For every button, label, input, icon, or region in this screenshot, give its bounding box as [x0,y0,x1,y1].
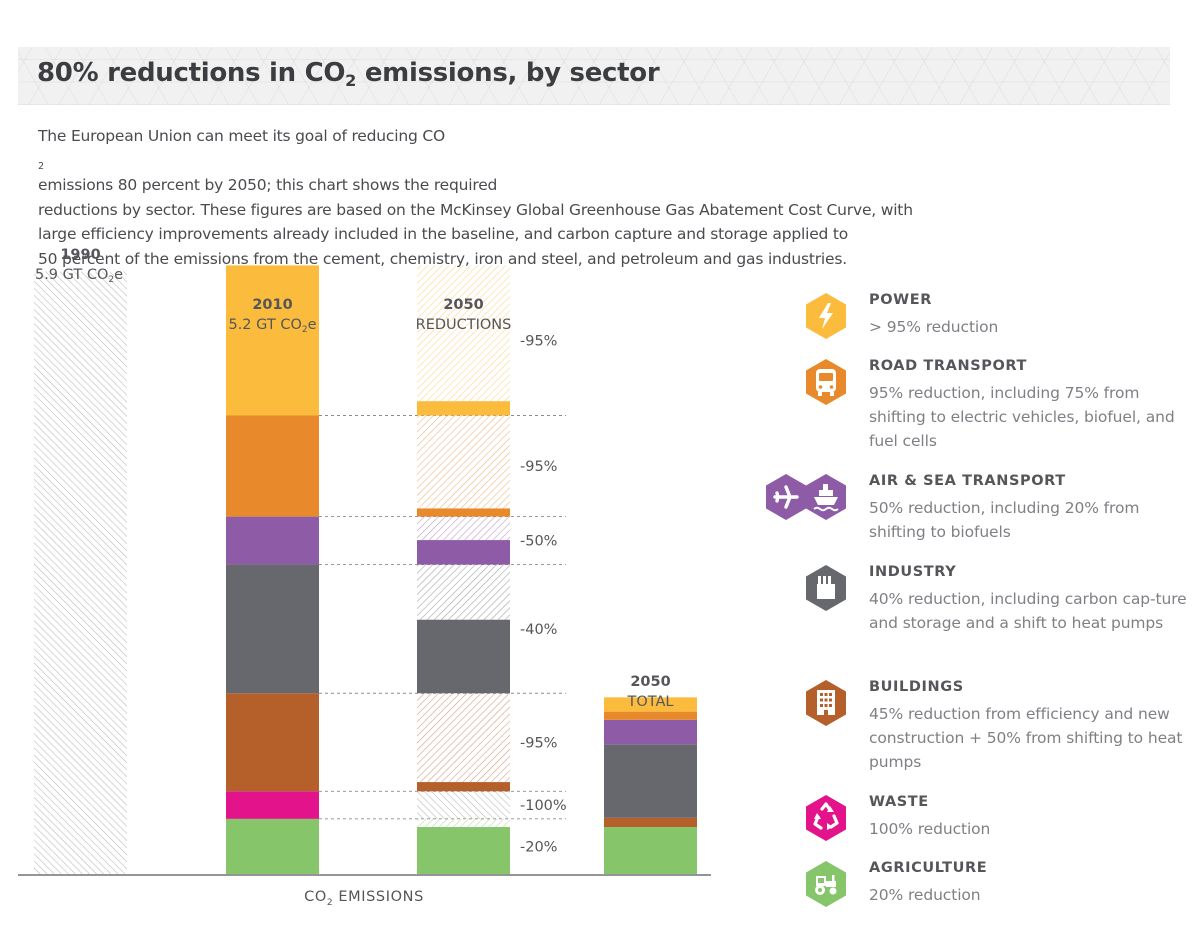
bar-2010-buildings [226,693,319,792]
intro-line-1: The European Union can meet its goal of … [38,127,498,194]
legend-desc-buildings: 45% reduction from efficiency and new co… [869,705,1183,771]
x-axis-label-rest: EMISSIONS [333,889,424,905]
legend-item-air-sea-transport: AIR & SEA TRANSPORT 50% reduction, inclu… [766,473,1190,553]
column-year-c1990: 1990 [60,247,100,263]
legend-desc-air-sea-transport: 50% reduction, including 20% from shifti… [869,499,1140,541]
reduction-label-agriculture: -20% [520,839,557,855]
legend-name-power: POWER [869,292,933,308]
ship-icon [806,474,846,520]
x-axis-label: CO2 EMISSIONS [304,889,424,908]
bar-2010-road-transport [226,415,319,517]
bar-2050-total-agriculture [604,827,697,874]
tractor-icon [806,861,846,907]
bar-2050-remaining-agriculture [417,827,510,874]
legend-name-agriculture: AGRICULTURE [869,860,988,876]
x-axis-label-text: CO [304,889,327,905]
column-year-c2050t: 2050 [630,674,670,690]
bar-2050-total-buildings [604,817,697,828]
airplane-icon [766,474,806,520]
bar-2010-agriculture [226,818,319,874]
column-sub-c2050t: TOTAL [627,694,674,710]
legend-name-waste: WASTE [869,794,929,810]
reduction-label-buildings: -95% [520,735,557,751]
bar-2050-reduced-waste [417,791,510,819]
bar-2010-industry [226,564,319,694]
column-year-c2010: 2010 [252,297,292,313]
bar-2010-power [226,265,319,416]
bar-2050-remaining-power [417,401,510,416]
reduction-label-industry: -40% [520,622,557,638]
legend-name-road-transport: ROAD TRANSPORT [869,358,1028,374]
legend-desc-agriculture: 20% reduction [869,886,981,904]
bar-2050-total-air-sea-transport [604,719,697,745]
intro-text: The European Union can meet its goal of … [38,124,998,271]
bar-2050-remaining-road-transport [417,508,510,517]
legend-item-industry: INDUSTRY 40% reduction, including carbon… [790,564,1190,644]
legend-name-industry: INDUSTRY [869,564,957,580]
legend-desc-industry: 40% reduction, including carbon cap-ture… [869,590,1187,632]
bar-2050-total-power [604,697,697,712]
emissions-chart: -20% -100% -95% -40% -50% -95% -95% 1990 5.9 GT … [18,247,711,908]
column-sub-c2050r: REDUCTIONS [416,317,512,333]
bar-2050-reduced-agriculture [417,818,510,828]
column-year-c2050r: 2050 [443,297,483,313]
title-band [18,47,1170,105]
bar-2050-reduced-power [417,265,510,402]
intro-line-4: 50 percent of the emissions from the cem… [38,249,847,268]
x-axis-label-sub: 2 [327,898,333,908]
reduction-label-road-transport: -95% [520,459,557,475]
bar-2010-waste [226,791,319,819]
legend-item-agriculture: AGRICULTURE 20% reduction [790,860,1190,940]
legend-item-road-transport: ROAD TRANSPORT 95% reduction, including … [790,358,1190,450]
legend-item-waste: WASTE 100% reduction [790,794,1190,874]
bus-icon [806,359,846,405]
column-sub-c2010: 5.2 GT CO2e [228,317,316,335]
legend-desc-waste: 100% reduction [869,820,991,838]
reduction-label-air-sea-transport: -50% [520,534,557,550]
reduction-label-power: -95% [520,333,557,349]
legend-item-power: POWER > 95% reduction [790,292,1190,372]
intro-line-2: reductions by sector. These figures are … [38,200,913,219]
recycle-icon [806,795,846,841]
reduction-label-waste: -100% [520,798,567,814]
legend-name-air-sea-transport: AIR & SEA TRANSPORT [869,473,1066,489]
lightning-icon [806,293,846,339]
column-sub-c1990: 5.9 GT CO2e [35,267,123,285]
bar-2050-remaining-air-sea-transport [417,540,510,565]
building-icon [806,680,846,726]
bar-2050-reduced-industry [417,564,510,620]
bar-2050-remaining-buildings [417,782,510,792]
intro-line-3: large efficiency improvements already in… [38,225,849,243]
bar-2050-reduced-air-sea-transport [417,516,510,541]
bar-2050-remaining-industry [417,619,510,694]
bar-2050-reduced-buildings [417,693,510,783]
bar-2050-total-industry [604,744,697,818]
page-title: 80% reductions in CO2 emissions, by sect… [37,58,660,90]
bar-2050-reduced-road-transport [417,415,510,509]
legend-name-buildings: BUILDINGS [869,679,964,695]
legend-item-buildings: BUILDINGS 45% reduction from efficiency … [790,679,1190,771]
bar-2050-total-road-transport [604,711,697,720]
legend-desc-road-transport: 95% reduction, including 75% from shifti… [869,384,1175,450]
bar-2010-air-sea-transport [226,516,319,565]
factory-icon [806,565,846,611]
bar-1990-total [34,271,127,874]
legend-desc-power: > 95% reduction [869,318,999,336]
